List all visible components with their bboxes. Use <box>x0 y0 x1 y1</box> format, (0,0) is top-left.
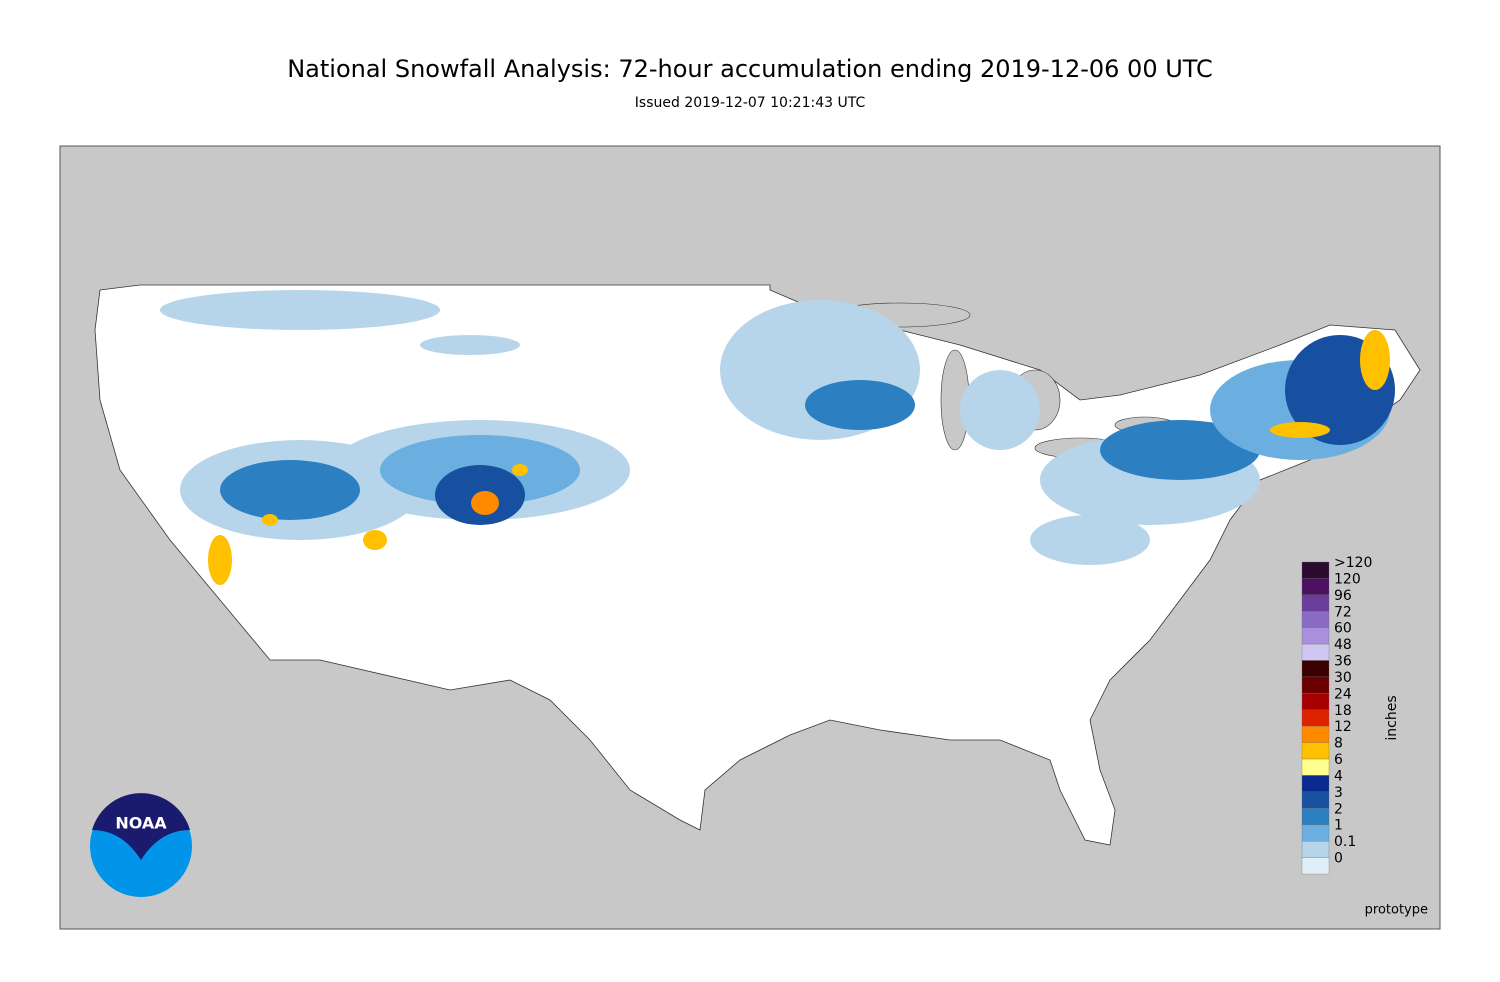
legend-swatch <box>1301 775 1330 793</box>
legend-label: 8 <box>1334 736 1343 752</box>
legend-swatch <box>1301 709 1330 727</box>
legend-swatch <box>1301 742 1330 760</box>
legend-label: 2 <box>1334 801 1343 817</box>
legend-swatch <box>1301 693 1330 710</box>
snowfall <box>160 290 1395 585</box>
legend-swatch <box>1301 660 1330 678</box>
legend-label: 18 <box>1334 703 1352 719</box>
legend-swatch <box>1301 578 1330 595</box>
legend-label: 12 <box>1334 719 1352 735</box>
legend-swatch <box>1301 841 1330 858</box>
legend-swatch <box>1301 758 1330 776</box>
legend-label: 30 <box>1334 670 1352 686</box>
legend-label: 120 <box>1334 571 1361 587</box>
legend-label: 36 <box>1334 654 1352 670</box>
legend-label: >120 <box>1334 555 1372 571</box>
legend-swatch <box>1301 627 1330 645</box>
legend-swatch <box>1301 808 1330 825</box>
legend-label: 72 <box>1334 604 1352 620</box>
legend-label: 1 <box>1334 818 1343 834</box>
map: NOAA prototype <box>59 145 1441 930</box>
noaa-logo: NOAA <box>90 793 192 897</box>
legend-swatch <box>1301 676 1330 694</box>
legend-label: 6 <box>1334 752 1343 768</box>
legend-label: 0.1 <box>1334 834 1356 850</box>
subtitle: Issued 2019-12-07 10:21:43 UTC <box>635 95 866 111</box>
legend-label: 4 <box>1334 768 1343 784</box>
legend-swatch <box>1301 791 1330 809</box>
logo-text: NOAA <box>115 814 167 833</box>
legend-label: 60 <box>1334 621 1352 637</box>
legend-label: 3 <box>1334 785 1343 801</box>
legend-label: 48 <box>1334 637 1352 653</box>
title: National Snowfall Analysis: 72-hour accu… <box>287 55 1213 83</box>
legend-label: 0 <box>1334 851 1343 867</box>
legend-swatch <box>1301 726 1330 743</box>
legend: inches >1201209672604836302418128643210.… <box>1301 555 1400 875</box>
legend-swatch <box>1301 857 1330 875</box>
prototype-note: prototype <box>1365 903 1428 918</box>
legend-swatch <box>1301 594 1330 612</box>
legend-swatch <box>1301 611 1330 628</box>
legend-swatch <box>1301 824 1330 842</box>
legend-swatch <box>1301 561 1330 579</box>
legend-unit: inches <box>1384 695 1400 740</box>
legend-swatch <box>1301 643 1330 661</box>
legend-label: 24 <box>1334 686 1352 702</box>
legend-label: 96 <box>1334 588 1352 604</box>
